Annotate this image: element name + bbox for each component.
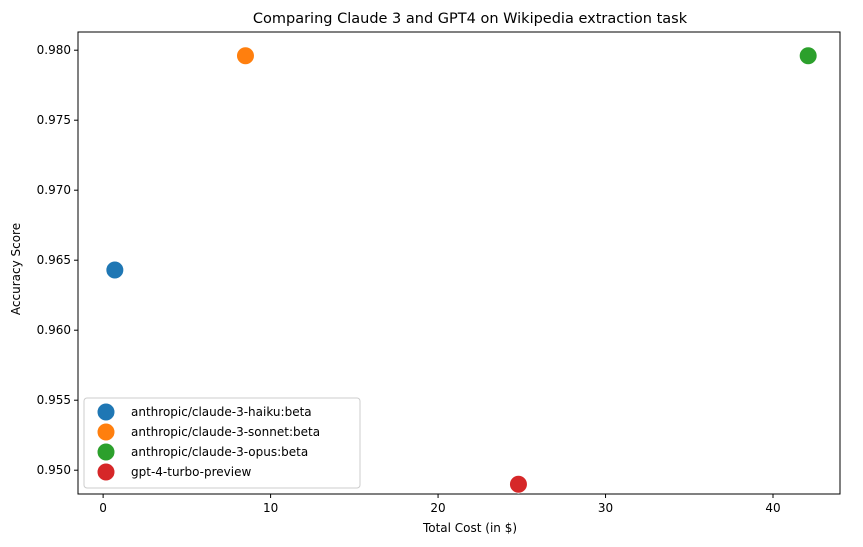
data-point bbox=[105, 260, 125, 280]
data-point bbox=[798, 46, 818, 66]
legend-label: anthropic/claude-3-opus:beta bbox=[131, 445, 308, 459]
legend-label: anthropic/claude-3-haiku:beta bbox=[131, 405, 312, 419]
x-axis-label: Total Cost (in $) bbox=[422, 521, 517, 535]
data-point bbox=[508, 474, 528, 494]
y-tick-label: 0.965 bbox=[37, 253, 71, 267]
legend: anthropic/claude-3-haiku:beta anthropic/c… bbox=[83, 397, 361, 489]
x-tick-label: 40 bbox=[765, 501, 780, 515]
legend-marker bbox=[96, 402, 116, 422]
y-tick-label: 0.960 bbox=[37, 323, 71, 337]
y-tick-label: 0.975 bbox=[37, 113, 71, 127]
legend-marker bbox=[96, 422, 116, 442]
legend-marker bbox=[96, 442, 116, 462]
legend-label: anthropic/claude-3-sonnet:beta bbox=[131, 425, 320, 439]
x-tick-label: 30 bbox=[598, 501, 613, 515]
x-tick-label: 10 bbox=[263, 501, 278, 515]
legend-box bbox=[83, 397, 361, 489]
y-tick-label: 0.950 bbox=[37, 463, 71, 477]
data-point bbox=[235, 46, 255, 66]
y-tick-label: 0.980 bbox=[37, 43, 71, 57]
y-axis: 0.950 0.955 0.960 0.965 0.970 0.975 0.980 bbox=[37, 43, 78, 477]
chart-title: Comparing Claude 3 and GPT4 on Wikipedia… bbox=[253, 11, 688, 27]
legend-marker bbox=[96, 462, 116, 482]
legend-label: gpt-4-turbo-preview bbox=[131, 465, 251, 479]
y-tick-label: 0.955 bbox=[37, 393, 71, 407]
x-tick-label: 20 bbox=[430, 501, 445, 515]
x-axis: 0 10 20 30 40 bbox=[99, 494, 781, 515]
plot-area bbox=[77, 31, 841, 495]
x-tick-label: 0 bbox=[99, 501, 107, 515]
y-axis-label: Accuracy Score bbox=[9, 223, 23, 315]
plot-frame bbox=[77, 31, 841, 495]
y-tick-label: 0.970 bbox=[37, 183, 71, 197]
data-points bbox=[105, 46, 818, 494]
